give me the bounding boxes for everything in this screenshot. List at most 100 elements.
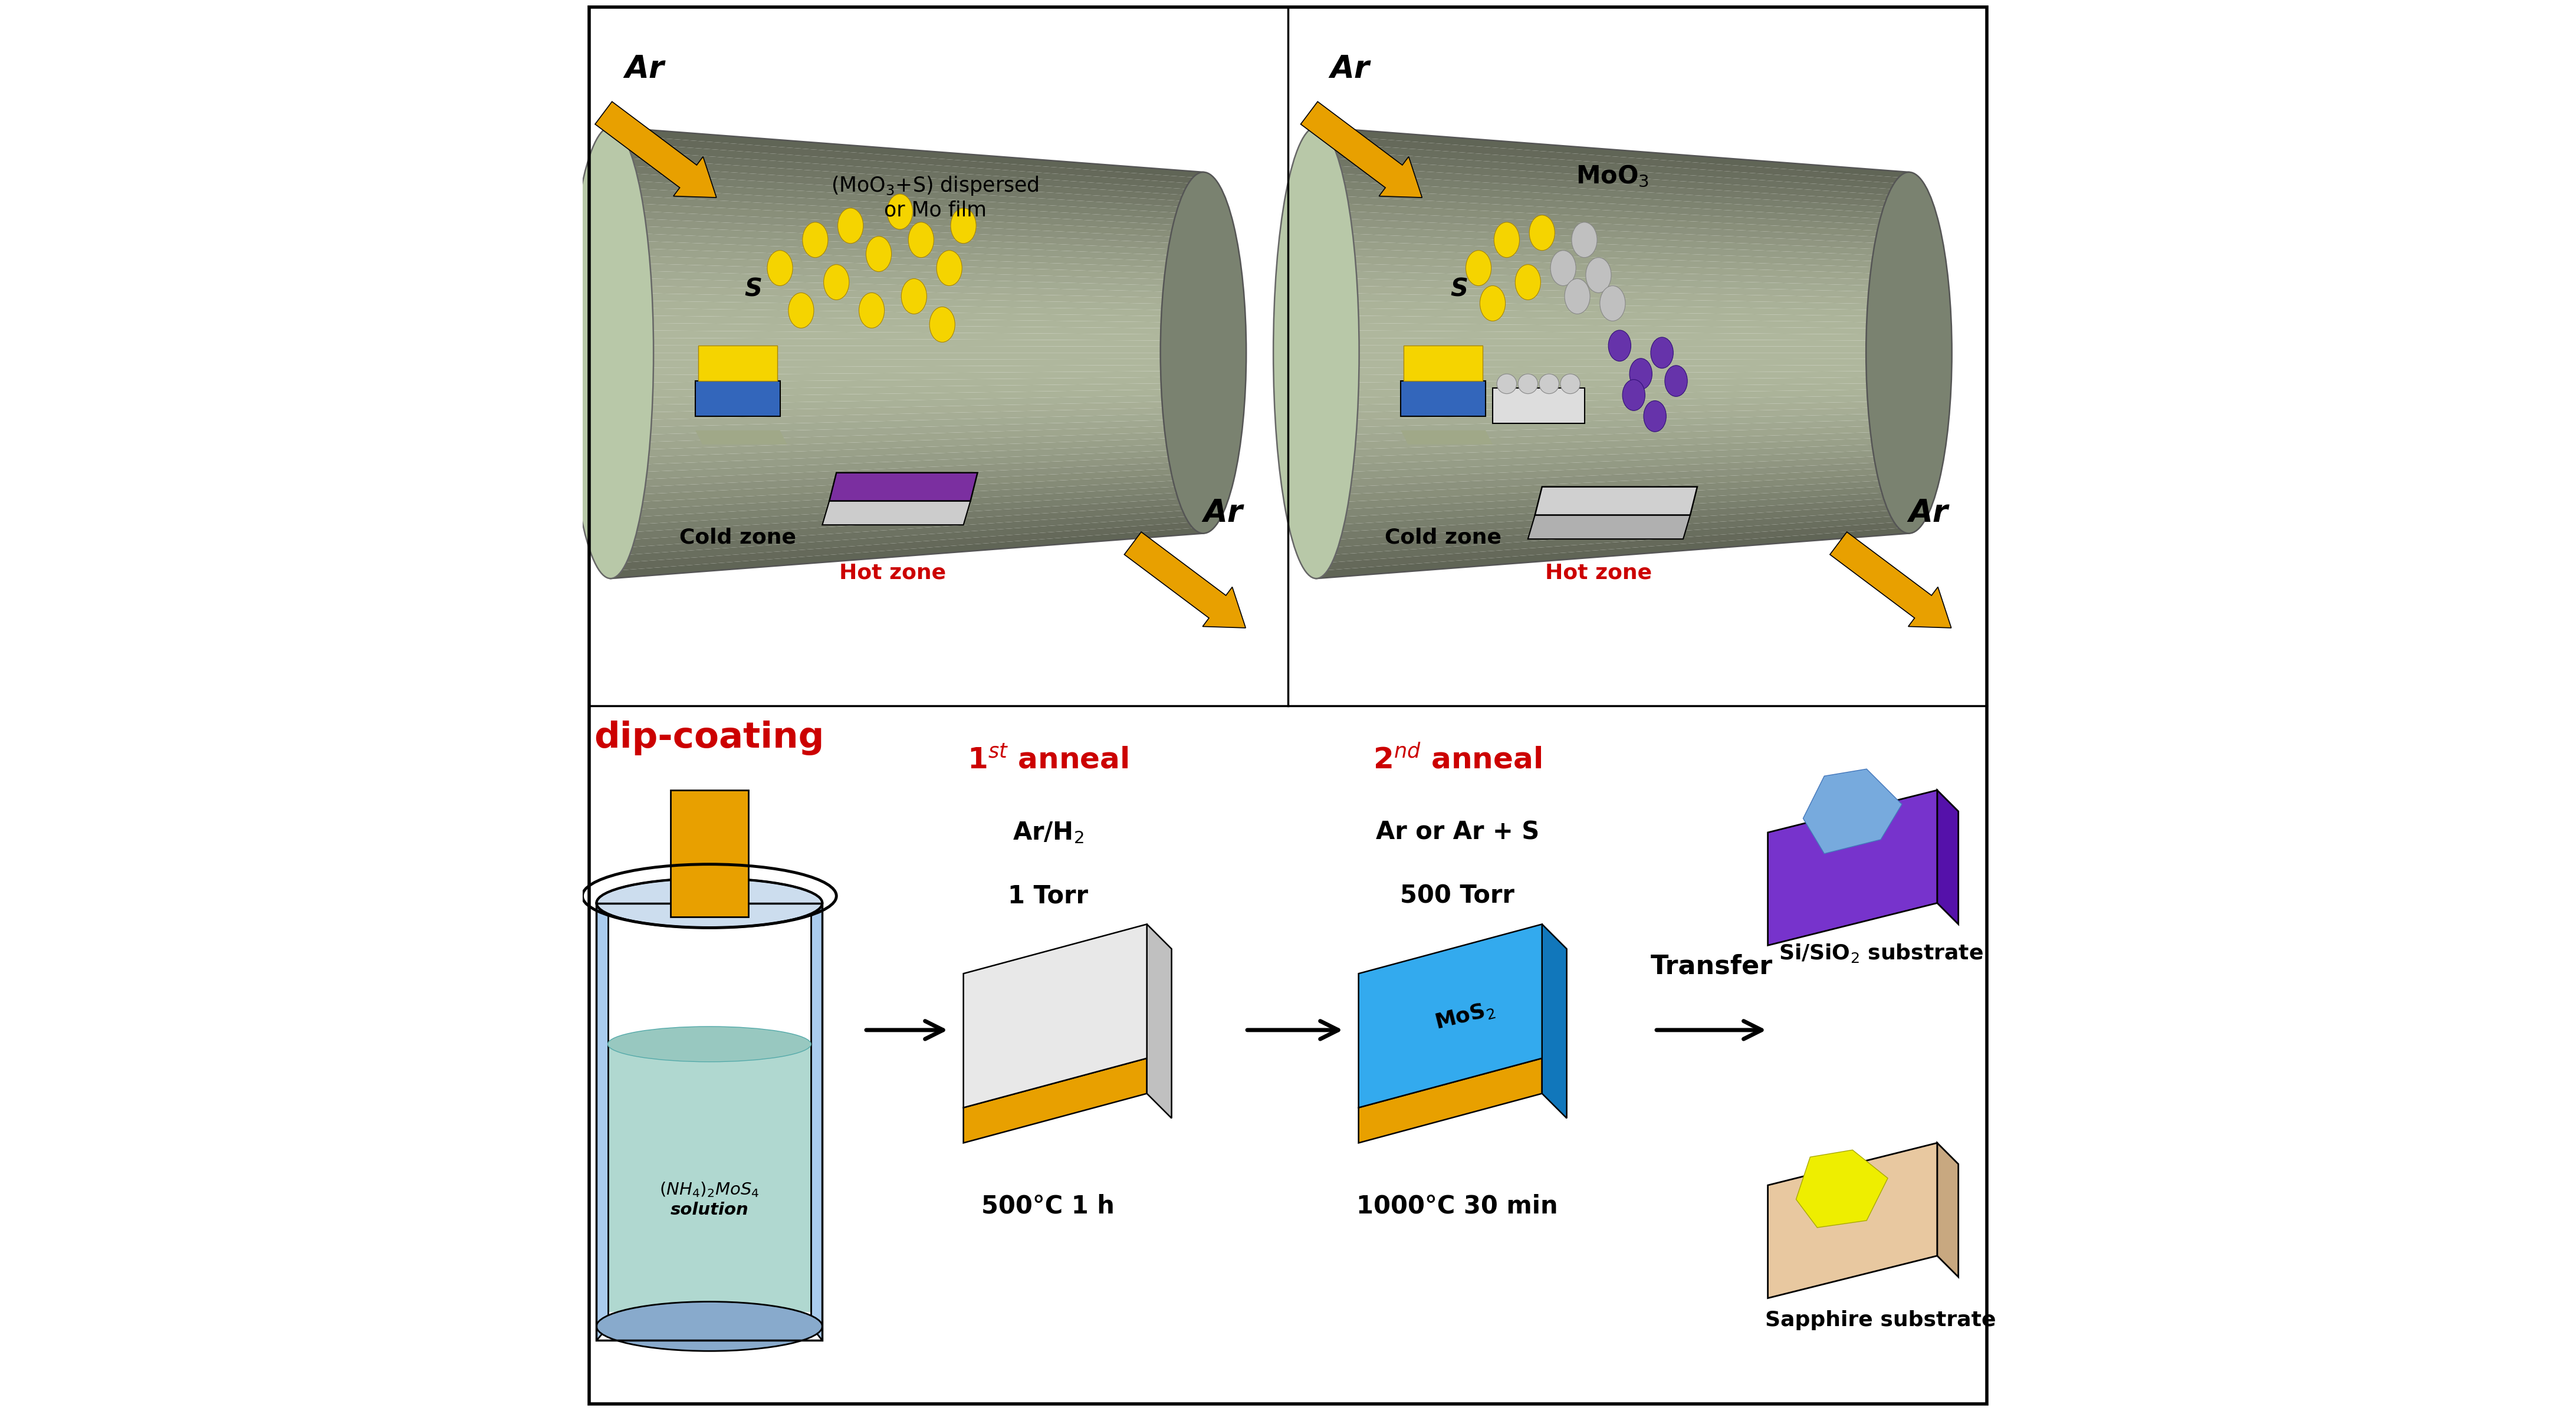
Polygon shape	[1316, 401, 1909, 420]
Polygon shape	[1316, 224, 1909, 257]
Ellipse shape	[930, 308, 956, 343]
Polygon shape	[1937, 790, 1958, 924]
Polygon shape	[1316, 473, 1909, 511]
Ellipse shape	[886, 195, 912, 229]
Polygon shape	[611, 346, 1203, 353]
Polygon shape	[1316, 134, 1909, 185]
Polygon shape	[611, 157, 1203, 202]
Text: Ar: Ar	[1203, 498, 1242, 529]
Ellipse shape	[1587, 258, 1610, 293]
Polygon shape	[1937, 1143, 1958, 1277]
Polygon shape	[611, 395, 1203, 413]
Ellipse shape	[951, 209, 976, 244]
Polygon shape	[1316, 395, 1909, 413]
FancyArrow shape	[1301, 102, 1422, 198]
Text: 1$^{st}$ anneal: 1$^{st}$ anneal	[969, 746, 1128, 775]
Ellipse shape	[1540, 374, 1558, 394]
Polygon shape	[1146, 924, 1172, 1118]
Polygon shape	[1492, 388, 1584, 423]
Polygon shape	[611, 172, 1203, 214]
Polygon shape	[1316, 323, 1909, 334]
Polygon shape	[1316, 371, 1909, 382]
Polygon shape	[611, 491, 1203, 533]
Polygon shape	[1316, 461, 1909, 495]
Polygon shape	[1316, 509, 1909, 556]
Polygon shape	[611, 217, 1203, 250]
Polygon shape	[611, 134, 1203, 185]
Ellipse shape	[1551, 251, 1577, 285]
Polygon shape	[611, 202, 1203, 238]
Polygon shape	[611, 255, 1203, 281]
Polygon shape	[611, 285, 1203, 305]
Ellipse shape	[1497, 374, 1517, 394]
Ellipse shape	[858, 293, 884, 329]
Polygon shape	[611, 437, 1203, 466]
Text: Hot zone: Hot zone	[840, 563, 945, 583]
Polygon shape	[1316, 240, 1909, 268]
Ellipse shape	[1159, 172, 1247, 533]
Ellipse shape	[1664, 365, 1687, 396]
Ellipse shape	[598, 1301, 822, 1352]
Text: S: S	[744, 277, 762, 302]
Ellipse shape	[1631, 358, 1651, 389]
Polygon shape	[1535, 487, 1698, 515]
Polygon shape	[1316, 210, 1909, 244]
Polygon shape	[611, 497, 1203, 540]
Polygon shape	[611, 188, 1203, 226]
Ellipse shape	[788, 293, 814, 329]
Polygon shape	[611, 473, 1203, 511]
Polygon shape	[611, 233, 1203, 262]
Ellipse shape	[1530, 216, 1556, 251]
Polygon shape	[598, 903, 608, 1340]
Text: Si/SiO$_2$ substrate: Si/SiO$_2$ substrate	[1777, 943, 1984, 964]
Polygon shape	[1401, 430, 1492, 444]
Polygon shape	[1316, 430, 1909, 459]
Ellipse shape	[598, 878, 822, 928]
Text: MoO$_3$: MoO$_3$	[1577, 164, 1649, 189]
Polygon shape	[1316, 195, 1909, 233]
Polygon shape	[611, 315, 1203, 329]
Ellipse shape	[902, 279, 927, 315]
Bar	[670, 790, 747, 917]
Polygon shape	[611, 467, 1203, 504]
Polygon shape	[1358, 1058, 1543, 1143]
Polygon shape	[829, 473, 976, 501]
Ellipse shape	[768, 251, 793, 285]
Polygon shape	[1767, 1143, 1937, 1298]
Bar	[608, 1044, 811, 1312]
Polygon shape	[1316, 413, 1909, 436]
Text: S: S	[1450, 277, 1468, 302]
Polygon shape	[1316, 515, 1909, 563]
Text: dip-coating: dip-coating	[595, 721, 824, 755]
Polygon shape	[1316, 270, 1909, 292]
FancyArrow shape	[1123, 532, 1247, 628]
Polygon shape	[611, 127, 1203, 178]
Polygon shape	[611, 323, 1203, 334]
Polygon shape	[1795, 1150, 1888, 1228]
Polygon shape	[611, 365, 1203, 375]
Text: Cold zone: Cold zone	[680, 528, 796, 547]
Polygon shape	[611, 308, 1203, 323]
Polygon shape	[611, 504, 1203, 549]
Polygon shape	[822, 501, 971, 525]
Text: Transfer: Transfer	[1651, 954, 1772, 979]
Ellipse shape	[824, 265, 850, 301]
Polygon shape	[611, 358, 1203, 368]
Polygon shape	[1316, 127, 1909, 178]
Text: 2$^{nd}$ anneal: 2$^{nd}$ anneal	[1373, 745, 1540, 775]
Polygon shape	[1316, 202, 1909, 238]
Polygon shape	[698, 346, 778, 381]
Polygon shape	[1316, 449, 1909, 481]
Ellipse shape	[567, 127, 654, 579]
Polygon shape	[1316, 521, 1909, 571]
Ellipse shape	[837, 209, 863, 244]
Polygon shape	[611, 337, 1203, 347]
Polygon shape	[1316, 278, 1909, 299]
Polygon shape	[963, 924, 1146, 1108]
Polygon shape	[611, 150, 1203, 196]
Polygon shape	[1316, 165, 1909, 209]
Polygon shape	[963, 1058, 1146, 1143]
Polygon shape	[1316, 330, 1909, 340]
Polygon shape	[1316, 301, 1909, 316]
Polygon shape	[611, 262, 1203, 286]
